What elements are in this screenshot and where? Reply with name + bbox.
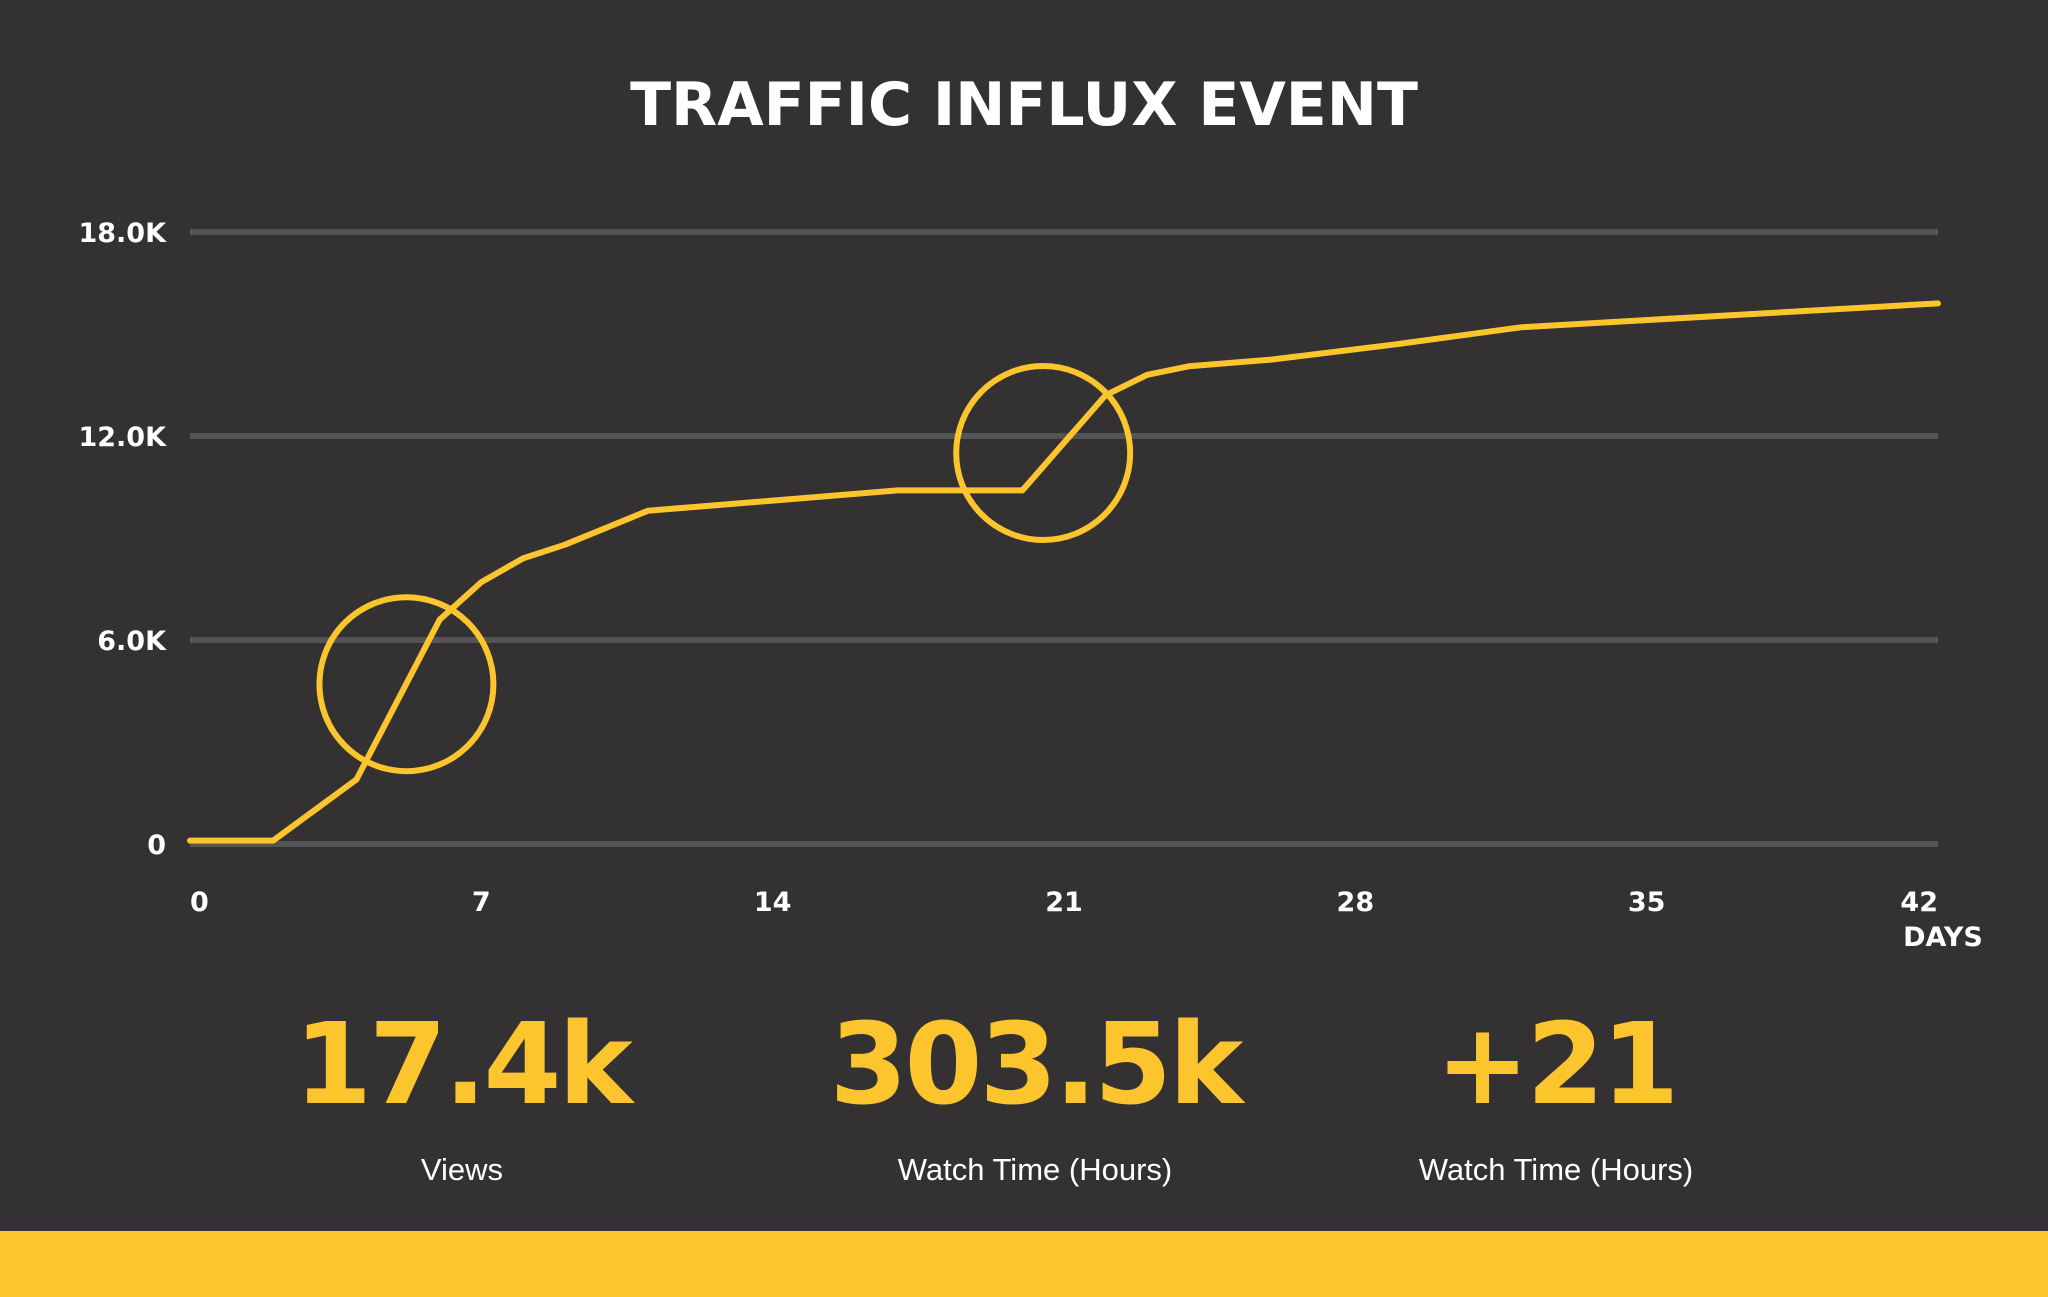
highlight-circle xyxy=(316,594,497,775)
y-tick-label: 12.0K xyxy=(78,422,167,453)
chart-title: TRAFFIC INFLUX EVENT xyxy=(630,70,1418,140)
series-line xyxy=(187,300,1941,844)
stat-views: 17.4k Views xyxy=(232,1000,692,1190)
bottom-accent-bar xyxy=(0,1231,2048,1297)
x-tick-label: 35 xyxy=(1628,887,1666,918)
stat-watch-time-label: Watch Time (Hours) xyxy=(897,1152,1173,1187)
stat-views-value: 17.4k xyxy=(294,1000,633,1130)
x-tick-label: 7 xyxy=(472,887,491,918)
x-tick-label: 28 xyxy=(1337,887,1375,918)
x-tick-label: 21 xyxy=(1045,887,1083,918)
stat-watch-time-change-label: Watch Time (Hours) xyxy=(1418,1152,1694,1187)
x-axis-tick-labels: 0 7 14 21 28 35 42 xyxy=(190,887,1938,918)
highlight-layer xyxy=(316,363,1134,775)
stat-watch-time-change-value: +21 xyxy=(1435,1000,1680,1130)
stat-watch-time: 303.5k Watch Time (Hours) xyxy=(805,1000,1265,1190)
stat-views-label: Views xyxy=(420,1152,504,1187)
y-tick-label: 0 xyxy=(147,830,166,861)
stat-watch-time-change: +21 Watch Time (Hours) xyxy=(1326,1000,1786,1190)
y-tick-label: 18.0K xyxy=(78,218,167,249)
y-tick-label: 6.0K xyxy=(97,626,167,657)
x-tick-label: 14 xyxy=(754,887,792,918)
x-axis-label: DAYS xyxy=(1903,922,1983,953)
x-tick-label: 42 xyxy=(1900,887,1938,918)
y-axis-tick-labels: 0 6.0K 12.0K 18.0K xyxy=(78,218,167,861)
x-tick-label: 0 xyxy=(190,887,209,918)
highlight-circle xyxy=(953,363,1134,543)
stat-watch-time-value: 303.5k xyxy=(829,1000,1244,1130)
series-layer xyxy=(187,300,1941,844)
